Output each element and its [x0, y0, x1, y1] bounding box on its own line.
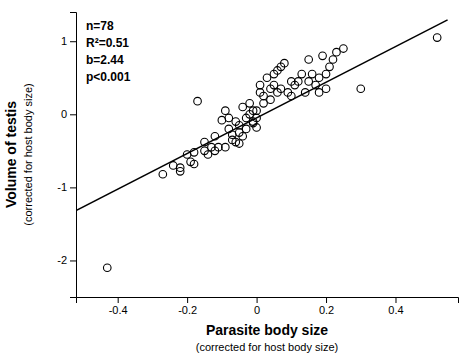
y-tick: 1: [61, 35, 76, 47]
plot: -0.4 -0.2 0 0.2 0.4 -2 -1 0 1 n=78 R²=0.51 b=2.44 p<…: [57, 13, 458, 316]
y-axis-title: Volume of testis: [3, 101, 19, 208]
scatter-point: [239, 132, 247, 140]
x-tick-label: -0.4: [109, 304, 128, 316]
scatter-point: [242, 125, 250, 133]
scatter-point: [357, 85, 365, 93]
scatter-point: [225, 114, 233, 122]
scatter-point: [340, 45, 348, 53]
annotation-line: p<0.001: [86, 70, 131, 84]
y-tick-mark: [70, 187, 76, 188]
scatter-point: [190, 160, 198, 168]
y-tick-mark: [70, 114, 76, 115]
regression-line: [76, 20, 448, 211]
scatter-point: [246, 100, 254, 108]
scatter-point: [294, 78, 302, 86]
annotation-line: R²=0.51: [86, 36, 129, 50]
scatter-point: [267, 96, 275, 104]
x-tick-label: 0.4: [388, 304, 403, 316]
scatter-point: [308, 70, 316, 78]
scatter-point: [322, 70, 330, 78]
y-tick: 0: [61, 108, 76, 120]
y-axis-subtitle: (corrected for host body size): [22, 83, 34, 225]
x-tick: 0: [254, 297, 260, 316]
scatter-point: [176, 168, 184, 176]
scatter-point: [270, 81, 278, 89]
scatter-point: [253, 107, 261, 115]
scatter-point: [260, 92, 268, 100]
x-axis-title: Parasite body size: [206, 322, 328, 338]
y-axis-line: [70, 13, 77, 298]
y-tick-label: 0: [61, 108, 67, 120]
x-tick: 0.4: [388, 297, 403, 316]
scatter-point: [433, 34, 441, 42]
scatter-point: [204, 151, 212, 159]
scatter-point: [256, 81, 264, 89]
y-tick: -1: [57, 181, 76, 193]
scatter-point: [253, 124, 261, 132]
scatter-point: [281, 59, 289, 67]
data-area: [76, 20, 448, 272]
y-tick-label: -2: [57, 254, 67, 266]
annotation-line: n=78: [86, 19, 114, 33]
scatter-point: [103, 264, 111, 272]
scatter-point: [333, 48, 341, 56]
annotation-line: b=2.44: [86, 53, 124, 67]
x-tick-mark: [187, 297, 188, 303]
x-tick-label: -0.2: [178, 304, 197, 316]
scatter-point: [322, 85, 330, 93]
scatter-point: [326, 63, 334, 71]
scatter-point: [235, 140, 243, 148]
x-tick-mark: [118, 297, 119, 303]
scatter-point: [194, 97, 202, 105]
scatter-point: [319, 52, 327, 60]
x-tick-mark: [257, 297, 258, 303]
scatter-point: [263, 74, 271, 82]
x-tick: 0.2: [319, 297, 334, 316]
x-axis-line: [77, 298, 459, 304]
chart: -0.4 -0.2 0 0.2 0.4 -2 -1 0 1 n=78 R²=0.51 b=2.44 p<…: [0, 0, 474, 359]
x-tick-mark: [395, 297, 396, 303]
x-tick-mark: [326, 297, 327, 303]
y-tick-mark: [70, 41, 76, 42]
x-tick-label: 0: [254, 304, 260, 316]
scatter-point: [159, 170, 167, 178]
x-axis-subtitle: (corrected for host body size): [196, 341, 338, 353]
scatter-point: [298, 70, 306, 78]
annotation: n=78 R²=0.51 b=2.44 p<0.001: [86, 19, 131, 84]
scatter-point: [315, 74, 323, 82]
scatter-point: [315, 89, 323, 97]
scatter-point: [239, 103, 247, 111]
scatter-point: [305, 56, 313, 64]
y-tick: -2: [57, 254, 76, 266]
scatter-point: [329, 56, 337, 64]
scatter-point: [222, 107, 230, 115]
scatter-point: [277, 85, 285, 93]
x-tick-label: 0.2: [319, 304, 334, 316]
scatter-point: [305, 78, 313, 86]
y-tick-mark: [70, 260, 76, 261]
scatter-point: [260, 100, 268, 108]
y-axis: -2 -1 0 1: [57, 13, 76, 298]
y-tick-label: -1: [57, 181, 67, 193]
x-tick: -0.2: [178, 297, 197, 316]
y-tick-label: 1: [61, 35, 67, 47]
x-tick: -0.4: [109, 297, 128, 316]
x-axis: -0.4 -0.2 0 0.2 0.4: [77, 297, 459, 316]
scatter-point: [222, 143, 230, 151]
